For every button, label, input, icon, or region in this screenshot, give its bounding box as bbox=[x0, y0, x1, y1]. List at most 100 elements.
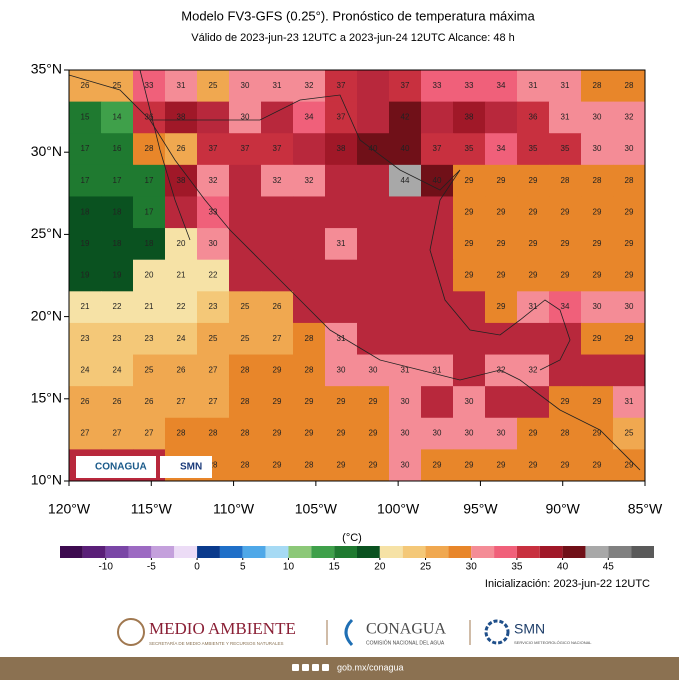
temperature-label: 30 bbox=[593, 144, 602, 153]
temperature-label: 32 bbox=[273, 176, 282, 185]
temperature-label: 36 bbox=[529, 113, 538, 122]
temperature-cell bbox=[613, 386, 646, 419]
temperature-label: 27 bbox=[81, 429, 90, 438]
temperature-cell bbox=[325, 322, 358, 356]
temperature-cell bbox=[69, 101, 102, 134]
temperature-label: 23 bbox=[209, 302, 218, 311]
temperature-cell bbox=[165, 322, 198, 356]
colorbar-swatch bbox=[357, 546, 380, 558]
temperature-label: 27 bbox=[273, 334, 282, 343]
colorbar-swatch bbox=[174, 546, 198, 558]
temperature-label: 32 bbox=[625, 113, 634, 122]
temperature-cell bbox=[517, 354, 550, 387]
gulf-coastline bbox=[429, 169, 571, 371]
temperature-label: 17 bbox=[81, 176, 90, 185]
temperature-cell bbox=[357, 417, 390, 450]
temperature-label: 31 bbox=[561, 113, 570, 122]
colorbar-tick-label: 35 bbox=[511, 562, 523, 573]
temperature-cell bbox=[421, 164, 454, 197]
temperature-grid: 26 25 33 31 25 30 31 32 37 37 33 33 34 31 31 28 28 15 14 36… bbox=[69, 70, 646, 482]
temperature-cell bbox=[165, 164, 198, 197]
temperature-label: 29 bbox=[497, 176, 506, 185]
temperature-label: 42 bbox=[401, 113, 410, 122]
hidden-cell bbox=[549, 354, 582, 387]
temperature-cell bbox=[69, 259, 102, 292]
temperature-cell bbox=[293, 386, 326, 419]
hidden-cell bbox=[357, 259, 390, 292]
temperature-label: 29 bbox=[337, 397, 346, 406]
hidden-cell bbox=[453, 322, 486, 356]
temperature-cell bbox=[229, 70, 262, 103]
map-frame bbox=[68, 69, 646, 482]
temperature-label: 29 bbox=[337, 460, 346, 469]
hidden-cell bbox=[261, 196, 294, 229]
temperature-label: 18 bbox=[145, 239, 154, 248]
temperature-label: 29 bbox=[529, 429, 538, 438]
temperature-cell bbox=[261, 417, 294, 450]
temperature-label: 21 bbox=[81, 302, 90, 311]
temperature-label: 29 bbox=[529, 239, 538, 248]
temperature-cell bbox=[389, 354, 422, 387]
temperature-cell bbox=[293, 101, 326, 134]
hidden-cell bbox=[453, 354, 486, 387]
temperature-cell bbox=[197, 70, 230, 103]
temperature-label: 24 bbox=[81, 365, 90, 374]
hidden-cell bbox=[357, 70, 390, 103]
temperature-label: 29 bbox=[497, 302, 506, 311]
temperature-label: 20 bbox=[145, 271, 154, 280]
temperature-cell bbox=[485, 164, 518, 197]
temperature-cell bbox=[261, 133, 294, 166]
temperature-cell bbox=[517, 259, 550, 292]
colorbar-tick-label: 40 bbox=[557, 562, 569, 573]
hidden-cell bbox=[357, 291, 390, 324]
hidden-cell bbox=[421, 386, 454, 419]
temperature-cell bbox=[69, 417, 102, 450]
temperature-label: 26 bbox=[177, 365, 186, 374]
baja-coastline bbox=[139, 69, 191, 241]
temperature-cell bbox=[229, 291, 262, 324]
lon-tick-label: 95°W bbox=[463, 501, 498, 517]
hidden-cell bbox=[261, 259, 294, 292]
temperature-cell bbox=[165, 259, 198, 292]
temperature-cell bbox=[229, 133, 262, 166]
temperature-label: 29 bbox=[497, 207, 506, 216]
footer-bar bbox=[0, 657, 679, 680]
temperature-label: 30 bbox=[465, 397, 474, 406]
social-icon[interactable] bbox=[292, 664, 299, 671]
lon-tick-label: 85°W bbox=[628, 501, 663, 517]
temperature-cell bbox=[581, 291, 614, 324]
temperature-label: 29 bbox=[561, 397, 570, 406]
social-icon[interactable] bbox=[312, 664, 319, 671]
temperature-cell bbox=[165, 291, 198, 324]
temperature-label: 34 bbox=[497, 81, 506, 90]
temperature-cell bbox=[517, 228, 550, 261]
temperature-cell bbox=[293, 354, 326, 387]
colorbar-tick-label: -5 bbox=[147, 562, 156, 573]
social-icon[interactable] bbox=[302, 664, 309, 671]
temperature-cell bbox=[69, 196, 102, 229]
temperature-label: 18 bbox=[81, 207, 90, 216]
lat-tick-label: 15°N bbox=[31, 390, 62, 406]
temperature-label: 29 bbox=[273, 397, 282, 406]
temperature-label: 29 bbox=[273, 429, 282, 438]
temperature-cell bbox=[389, 386, 422, 419]
temperature-cell bbox=[101, 322, 134, 356]
temperature-label: 36 bbox=[145, 113, 154, 122]
hidden-cell bbox=[229, 259, 262, 292]
temperature-cell bbox=[293, 70, 326, 103]
social-icon[interactable] bbox=[322, 664, 329, 671]
smn-sub: SERVICIO METEOROLÓGICO NACIONAL bbox=[514, 640, 592, 645]
temperature-label: 28 bbox=[561, 429, 570, 438]
temperature-cell bbox=[197, 133, 230, 166]
temperature-cell bbox=[197, 259, 230, 292]
temperature-cell bbox=[325, 101, 358, 134]
temperature-cell bbox=[517, 133, 550, 166]
temperature-label: 29 bbox=[305, 429, 314, 438]
colorbar-swatch bbox=[60, 546, 83, 558]
temperature-label: 33 bbox=[145, 81, 154, 90]
temperature-label: 27 bbox=[145, 429, 154, 438]
temperature-cell bbox=[421, 133, 454, 166]
temperature-cell bbox=[165, 354, 198, 387]
temperature-label: 37 bbox=[401, 81, 410, 90]
